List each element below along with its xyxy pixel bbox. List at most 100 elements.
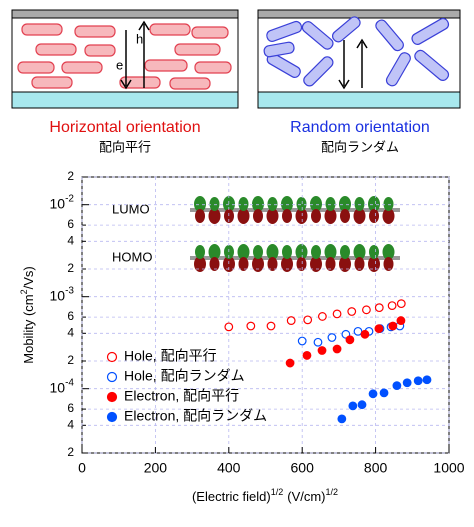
y-tick-base: 10 xyxy=(50,379,66,395)
y-tick-label: 2 xyxy=(67,353,74,367)
orbital-lobe xyxy=(355,197,365,211)
y-tick-label: 2 xyxy=(67,261,74,275)
label-part: 1/2 xyxy=(326,487,339,497)
point xyxy=(298,337,306,345)
legend-marker xyxy=(108,353,117,362)
x-tick-label: 200 xyxy=(144,460,168,476)
y-tick-base: 4 xyxy=(67,325,74,339)
orbital-lobe xyxy=(210,197,220,211)
legend-marker xyxy=(108,373,117,382)
point xyxy=(303,352,311,360)
y-tick-base: 4 xyxy=(67,233,74,247)
point xyxy=(389,322,397,330)
substrate xyxy=(12,92,238,108)
y-tick-exponent: -2 xyxy=(65,193,74,204)
orbital-lobe xyxy=(195,209,205,223)
molecule-backbone xyxy=(190,256,400,260)
figure: h e Horizontal orientation 配向平行 Random o… xyxy=(0,0,474,522)
orbital-lobe xyxy=(340,245,350,259)
annotation: HOMO xyxy=(112,249,152,264)
label-part: 1/2 xyxy=(271,487,284,497)
y-tick-label: 4 xyxy=(67,325,74,339)
orbital-lobe xyxy=(282,209,292,223)
y-tick-exponent: -4 xyxy=(65,377,74,388)
x-tick-label: 400 xyxy=(217,460,241,476)
legend-label: Hole, 配向平行 xyxy=(124,348,217,364)
electrode-top xyxy=(258,10,460,18)
point xyxy=(328,334,336,342)
y-tick-base: 4 xyxy=(67,417,74,431)
orbital-lobe xyxy=(239,197,249,211)
point xyxy=(363,306,371,314)
electrode-top xyxy=(12,10,238,18)
molecule-images xyxy=(190,196,400,272)
orbital-lobe xyxy=(297,197,307,211)
legend-marker xyxy=(108,393,117,402)
y-tick-label: 6 xyxy=(67,217,74,231)
point xyxy=(225,323,233,331)
point xyxy=(319,313,327,321)
random-diagram xyxy=(258,10,460,108)
point xyxy=(397,300,405,308)
y-tick-base: 2 xyxy=(67,261,74,275)
point xyxy=(286,359,294,367)
point xyxy=(247,322,255,330)
y-tick-label: 4 xyxy=(67,417,74,431)
orbital-lobe xyxy=(311,245,321,259)
y-tick-label: 10-2 xyxy=(50,193,75,211)
orbital-lobe xyxy=(253,245,263,259)
label-part: Mobility (cm xyxy=(21,294,36,363)
point xyxy=(348,308,356,316)
left-title: Horizontal orientation xyxy=(49,119,200,136)
right-subtitle: 配向ランダム xyxy=(321,139,399,154)
point xyxy=(369,390,377,398)
point xyxy=(267,322,275,330)
point xyxy=(393,382,401,390)
point xyxy=(375,325,383,333)
orbital-lobe xyxy=(253,209,263,223)
point xyxy=(318,347,326,355)
right-title: Random orientation xyxy=(290,119,430,136)
legend-label: Electron, 配向ランダム xyxy=(124,408,267,424)
y-tick-label: 2 xyxy=(67,169,74,183)
y-tick-label: 10-4 xyxy=(50,377,75,395)
orbital-lobe xyxy=(268,197,278,211)
point xyxy=(333,345,341,353)
point xyxy=(375,304,383,312)
y-tick-base: 10 xyxy=(50,195,66,211)
x-tick-label: 800 xyxy=(364,460,388,476)
x-tick-label: 600 xyxy=(291,460,315,476)
legend-marker xyxy=(108,413,117,422)
point xyxy=(388,302,396,310)
point xyxy=(358,401,366,409)
point xyxy=(397,317,405,325)
point xyxy=(423,376,431,384)
legend-label: Hole, 配向ランダム xyxy=(124,368,245,384)
left-subtitle: 配向平行 xyxy=(99,139,151,154)
point xyxy=(338,415,346,423)
legend-label: Electron, 配向平行 xyxy=(124,388,239,404)
annotation: LUMO xyxy=(112,201,150,216)
y-tick-label: 4 xyxy=(67,233,74,247)
y-tick-base: 6 xyxy=(67,401,74,415)
orbital-lobe xyxy=(326,197,336,211)
x-label: (Electric field)1/2(V/cm)1/2 xyxy=(192,487,338,504)
orbital-lobe xyxy=(311,209,321,223)
point xyxy=(361,331,369,339)
point xyxy=(314,338,322,346)
hole-label: h xyxy=(136,31,143,46)
y-tick-label: 2 xyxy=(67,445,74,459)
molecule-backbone xyxy=(190,208,400,212)
x-tick-label: 1000 xyxy=(433,460,464,476)
y-tick-label: 6 xyxy=(67,401,74,415)
y-tick-base: 10 xyxy=(50,287,66,303)
electron-label: e xyxy=(116,57,123,72)
label-part: (Electric field) xyxy=(192,489,271,504)
point xyxy=(414,377,422,385)
orbital-lobe xyxy=(340,209,350,223)
orbital-lobe xyxy=(384,197,394,211)
x-tick-label: 0 xyxy=(78,460,86,476)
y-tick-base: 2 xyxy=(67,353,74,367)
point xyxy=(304,316,312,324)
point xyxy=(403,379,411,387)
